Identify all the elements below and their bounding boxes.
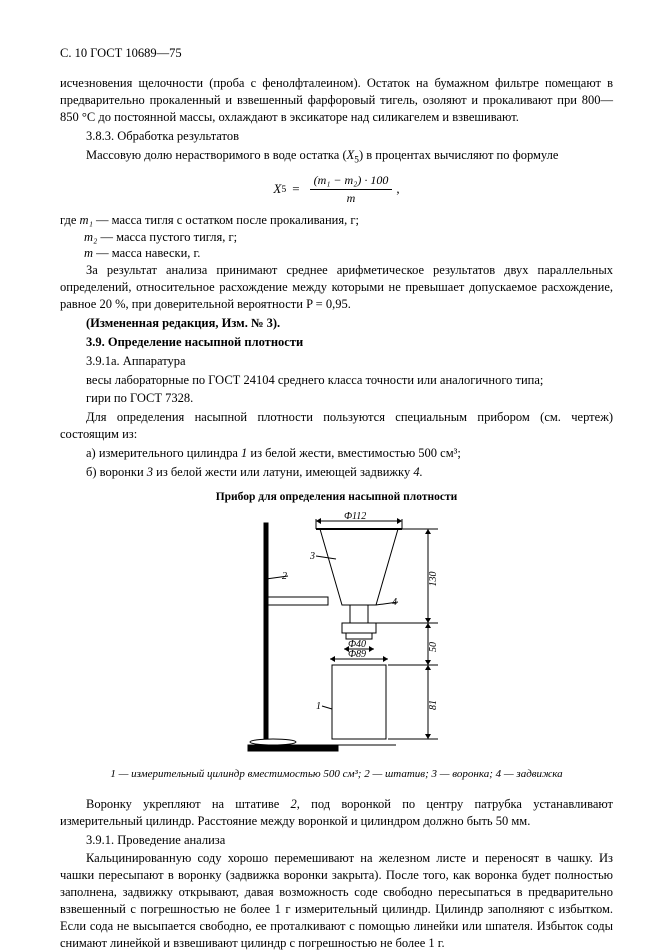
svg-text:130: 130 (428, 571, 439, 586)
where-row: m — масса навески, г. (60, 245, 613, 262)
svg-text:Ф89: Ф89 (348, 649, 366, 660)
para-9: гири по ГОСТ 7328. (60, 390, 613, 407)
where-sym-2: m (84, 246, 93, 260)
where-sym-0: m₁ (80, 213, 93, 227)
figure-wrap: Ф112Ф40Ф8913050813241 (60, 509, 613, 760)
para-11: а) измерительного цилиндра 1 из белой же… (60, 445, 613, 462)
formula-lhs-sub: 5 (281, 184, 286, 195)
para-4: За результат анализа принимают среднее а… (60, 262, 613, 313)
p13-a: Воронку укрепляют на штативе (86, 797, 291, 811)
para-5: (Измененная редакция, Изм. № 3). (60, 315, 613, 332)
where-list: где m₁ — масса тигля с остатком после пр… (60, 212, 613, 263)
para-13: Воронку укрепляют на штативе 2, под воро… (60, 796, 613, 830)
svg-text:1: 1 (316, 701, 321, 712)
para-15: Кальцинированную соду хорошо перемешиваю… (60, 850, 613, 951)
legend-1: 1 — измерительный цилиндр вместимостью 5… (110, 768, 364, 780)
where-txt-2: — масса навески, г. (96, 246, 200, 260)
para-14: 3.9.1. Проведение анализа (60, 832, 613, 849)
p11-a: а) измерительного цилиндра (86, 446, 241, 460)
where-txt-1: — масса пустого тигля, г; (101, 230, 238, 244)
page-header: С. 10 ГОСТ 10689—75 (60, 46, 613, 61)
where-intro: где (60, 213, 76, 227)
p11-b: из белой жести, вместимостью 500 см³; (247, 446, 461, 460)
where-sym-1: m₂ (84, 230, 97, 244)
p12-a: б) воронки (86, 465, 147, 479)
para-2: 3.8.3. Обработка результатов (60, 128, 613, 145)
para-12: б) воронки 3 из белой жести или латуни, … (60, 464, 613, 481)
para-7: 3.9.1а. Аппаратура (60, 353, 613, 370)
para-8: весы лабораторные по ГОСТ 24104 среднего… (60, 372, 613, 389)
para-3: Массовую долю нерастворимого в воде оста… (60, 147, 613, 167)
svg-text:4: 4 (392, 597, 397, 608)
para-10: Для определения насыпной плотности польз… (60, 409, 613, 443)
where-txt-0: — масса тигля с остатком после прокалива… (96, 213, 359, 227)
svg-text:50: 50 (428, 642, 439, 652)
p12-b: из белой жести или латуни, имеющей задви… (153, 465, 413, 479)
where-row: где m₁ — масса тигля с остатком после пр… (60, 212, 613, 229)
svg-text:81: 81 (428, 700, 439, 710)
para-1: исчезновения щелочности (проба с фенолфт… (60, 75, 613, 126)
svg-text:2: 2 (282, 571, 287, 582)
legend-3: 3 — воронка; (431, 768, 495, 780)
p12-it2: 4. (413, 465, 422, 479)
figure-caption: Прибор для определения насыпной плотност… (60, 491, 613, 503)
formula-num: (m₁ − m₂) · 100 (310, 173, 393, 190)
where-row: m₂ — масса пустого тигля, г; (60, 229, 613, 246)
formula: X5 = (m₁ − m₂) · 100 m , (60, 173, 613, 206)
para-3-left: Массовую долю нерастворимого в воде оста… (86, 148, 347, 162)
para-6: 3.9. Определение насыпной плотности (60, 334, 613, 351)
svg-text:3: 3 (309, 551, 315, 562)
para-3-right: ) в процентах вычисляют по формуле (359, 148, 558, 162)
figure-legend: 1 — измерительный цилиндр вместимостью 5… (60, 768, 613, 780)
formula-den: m (310, 190, 393, 206)
svg-text:Ф112: Ф112 (344, 511, 366, 522)
formula-lhs: X (273, 181, 281, 197)
document-page: С. 10 ГОСТ 10689—75 исчезновения щелочно… (0, 0, 661, 936)
figure-svg: Ф112Ф40Ф8913050813241 (192, 509, 482, 755)
legend-2: 2 — штатив; (364, 768, 431, 780)
legend-4: 4 — задвижка (496, 768, 563, 780)
